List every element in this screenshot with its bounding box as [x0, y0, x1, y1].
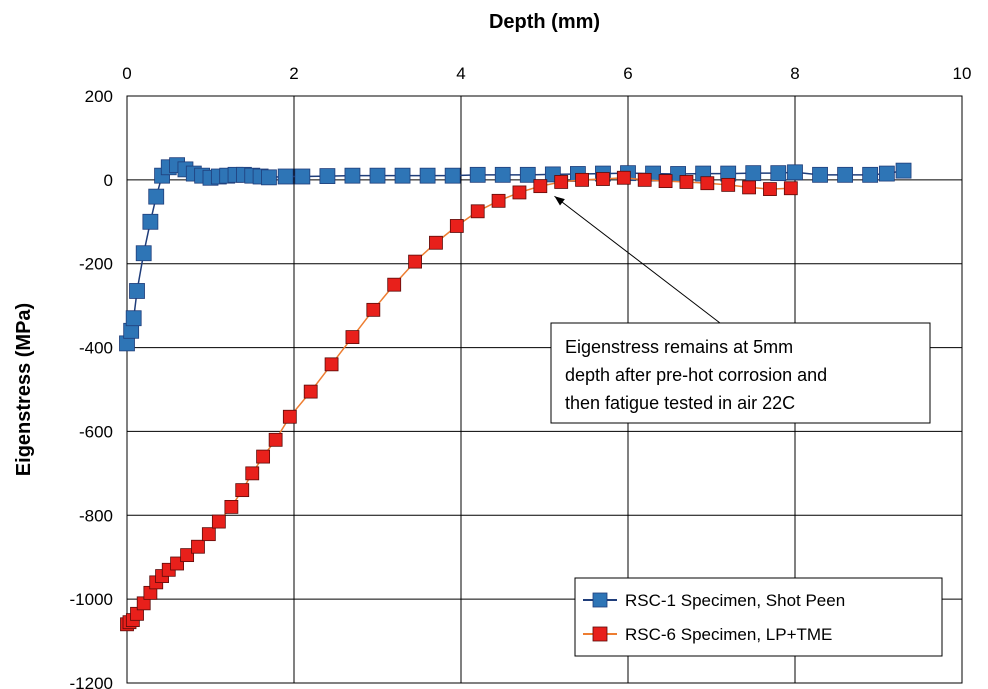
- x-tick-label: 6: [623, 64, 632, 83]
- y-tick-label: -200: [79, 255, 113, 274]
- legend-box: [574, 577, 943, 657]
- data-point: [745, 165, 762, 182]
- data-point: [616, 170, 631, 185]
- legend-label: RSC-1 Specimen, Shot Peen: [625, 591, 845, 610]
- data-point: [783, 181, 798, 196]
- data-point: [721, 177, 736, 192]
- annotation-arrowhead: [554, 196, 565, 206]
- x-tick-label: 4: [456, 64, 465, 83]
- data-point: [837, 166, 853, 183]
- legend-item: RSC-1 Specimen, Shot Peen: [583, 591, 845, 610]
- data-point: [211, 514, 226, 529]
- annotation-box: [550, 322, 931, 424]
- legend-item: RSC-6 Specimen, LP+TME: [583, 625, 832, 644]
- data-point: [282, 409, 297, 424]
- data-point: [180, 548, 195, 563]
- data-point: [366, 302, 381, 317]
- y-tick-label: -400: [79, 339, 113, 358]
- data-point: [533, 179, 548, 194]
- y-tick-label: -600: [79, 422, 113, 441]
- data-point: [135, 245, 152, 262]
- data-point: [394, 167, 411, 184]
- data-point: [261, 169, 277, 186]
- legend-items: RSC-1 Specimen, Shot Peen RSC-6 Specimen,…: [583, 591, 845, 644]
- data-point: [763, 182, 777, 196]
- data-point: [369, 167, 386, 184]
- data-point: [235, 483, 250, 498]
- data-point: [201, 527, 216, 542]
- legend-marker-swatch: [592, 626, 608, 642]
- y-tick-label: 200: [85, 87, 113, 106]
- data-point: [429, 235, 443, 250]
- data-point: [812, 166, 828, 183]
- annotation-line-3: then fatigue tested in air 22C: [565, 393, 795, 413]
- x-tick-labels: 0 2 4 6 8 10: [122, 64, 971, 83]
- data-point: [449, 219, 464, 233]
- series-layer: [119, 157, 912, 632]
- data-point: [277, 168, 294, 185]
- data-point: [344, 167, 361, 184]
- x-axis-title: Depth (mm): [489, 11, 600, 33]
- data-point: [294, 168, 311, 185]
- annotation-arrow: [554, 195, 721, 324]
- data-point: [387, 277, 402, 292]
- data-point: [679, 175, 694, 189]
- data-point: [787, 164, 803, 181]
- data-point: [519, 166, 536, 183]
- data-point: [324, 357, 339, 372]
- data-point: [469, 166, 486, 183]
- data-point: [494, 166, 511, 183]
- annotation-line-2: depth after pre-hot corrosion and: [565, 365, 827, 385]
- data-point: [554, 175, 569, 189]
- data-point: [268, 432, 283, 447]
- data-point: [303, 384, 318, 399]
- legend-marker-swatch: [592, 592, 608, 608]
- data-point: [637, 172, 652, 187]
- data-point: [148, 188, 165, 205]
- data-point: [575, 172, 589, 187]
- y-tick-labels: 200 0 -200 -400 -600 -800 -1000 -1200: [70, 87, 113, 689]
- data-point: [658, 174, 673, 189]
- x-tick-label: 2: [289, 64, 298, 83]
- data-point: [742, 180, 756, 195]
- data-point: [512, 185, 527, 200]
- data-point: [491, 193, 506, 208]
- data-point: [224, 499, 239, 514]
- y-tick-label: -1200: [70, 674, 113, 689]
- data-point: [419, 167, 436, 184]
- data-point: [470, 204, 485, 219]
- data-point: [878, 165, 895, 182]
- series-2: [120, 170, 798, 632]
- y-tick-label: -800: [79, 506, 113, 525]
- y-tick-label: 0: [104, 171, 113, 190]
- y-axis-title: Eigenstress (MPa): [13, 303, 35, 476]
- annotation: Eigenstress remains at 5mm depth after p…: [550, 195, 931, 424]
- legend: RSC-1 Specimen, Shot Peen RSC-6 Specimen,…: [574, 577, 943, 657]
- legend-label: RSC-6 Specimen, LP+TME: [625, 625, 832, 644]
- data-point: [125, 310, 142, 327]
- x-tick-label: 10: [953, 64, 972, 83]
- data-point: [142, 213, 159, 230]
- data-point: [895, 162, 912, 179]
- x-tick-label: 0: [122, 64, 131, 83]
- data-point: [256, 449, 271, 464]
- data-point: [408, 254, 422, 269]
- data-point: [596, 172, 610, 186]
- data-point: [770, 165, 787, 182]
- data-point: [191, 539, 205, 554]
- y-tick-label: -1000: [70, 590, 113, 609]
- data-point: [245, 466, 260, 481]
- data-point: [319, 168, 336, 184]
- data-point: [700, 176, 715, 191]
- data-point: [345, 330, 360, 344]
- annotation-line-1: Eigenstress remains at 5mm: [565, 337, 793, 357]
- data-point: [862, 166, 879, 183]
- data-point: [129, 283, 145, 299]
- data-point: [444, 167, 461, 184]
- plot-area: [126, 95, 963, 684]
- x-tick-label: 8: [790, 64, 799, 83]
